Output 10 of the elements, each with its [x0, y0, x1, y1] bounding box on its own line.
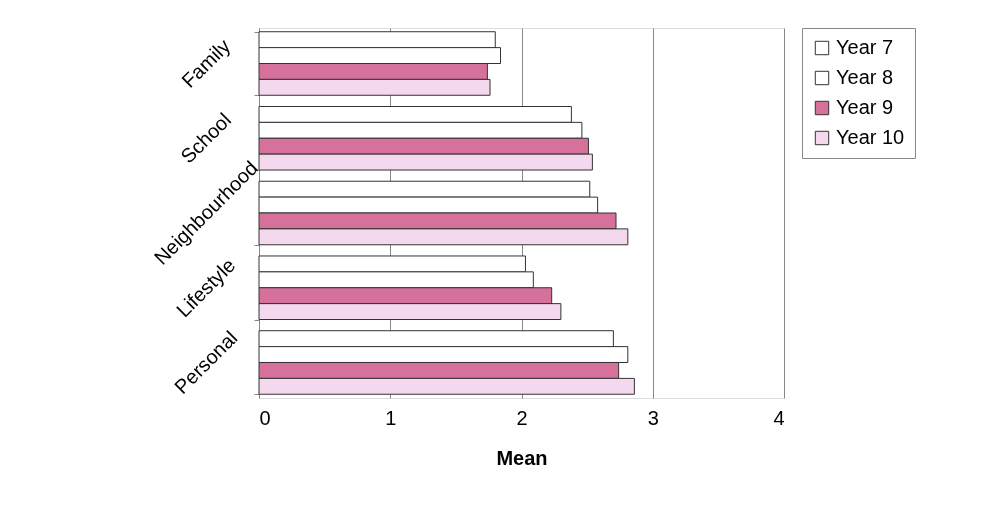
x-tick-label: 2 [516, 406, 528, 429]
legend-label: Year 10 [836, 126, 905, 148]
x-tick-label: 0 [259, 406, 271, 429]
x-tick-label: 3 [647, 406, 659, 429]
legend-label: Year 8 [836, 66, 894, 88]
x-tick-label: 4 [773, 406, 785, 429]
x-axis-title: Mean [496, 446, 548, 469]
legend-label: Year 7 [836, 36, 894, 58]
legend-label: Year 9 [836, 96, 894, 118]
x-tick-label: 1 [385, 406, 397, 429]
